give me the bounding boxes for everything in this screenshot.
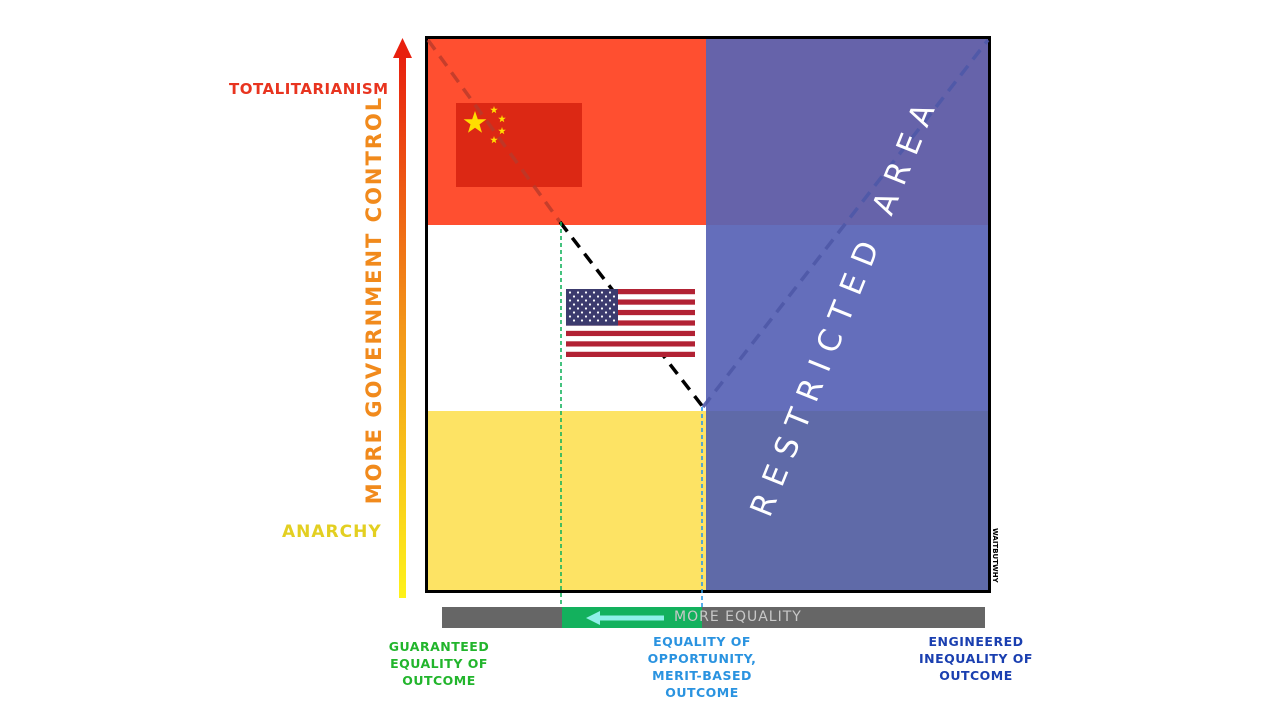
totalitarianism-label: TOTALITARIANISM — [229, 80, 389, 98]
china-flag — [456, 103, 582, 187]
anarchy-zone — [428, 411, 706, 590]
usa-flag — [566, 289, 695, 357]
anarchy-label: ANARCHY — [282, 522, 382, 542]
guaranteed-equality-label: GUARANTEED EQUALITY OF OUTCOME — [388, 639, 490, 688]
ideal-path-faint-line — [426, 38, 562, 224]
government-control-arrow — [393, 38, 412, 598]
spectrum-grid — [425, 36, 991, 593]
restricted-zone-top — [706, 39, 988, 225]
watermark-text: WAITBUTWHY — [991, 528, 999, 583]
usa-stripes-icon — [566, 289, 695, 357]
equality-of-opportunity-label: EQUALITY OF OPPORTUNITY, MERIT-BASED OUT… — [647, 634, 757, 700]
more-equality-label: MORE EQUALITY — [674, 609, 802, 625]
china-stars-icon — [463, 106, 506, 144]
restricted-path-line — [701, 38, 990, 409]
restricted-zone-bottom — [706, 411, 988, 590]
engineered-inequality-label: ENGINEERED INEQUALITY OF OUTCOME — [919, 634, 1033, 683]
restricted-zone-middle — [706, 225, 988, 411]
left-arrow-icon — [586, 611, 664, 625]
